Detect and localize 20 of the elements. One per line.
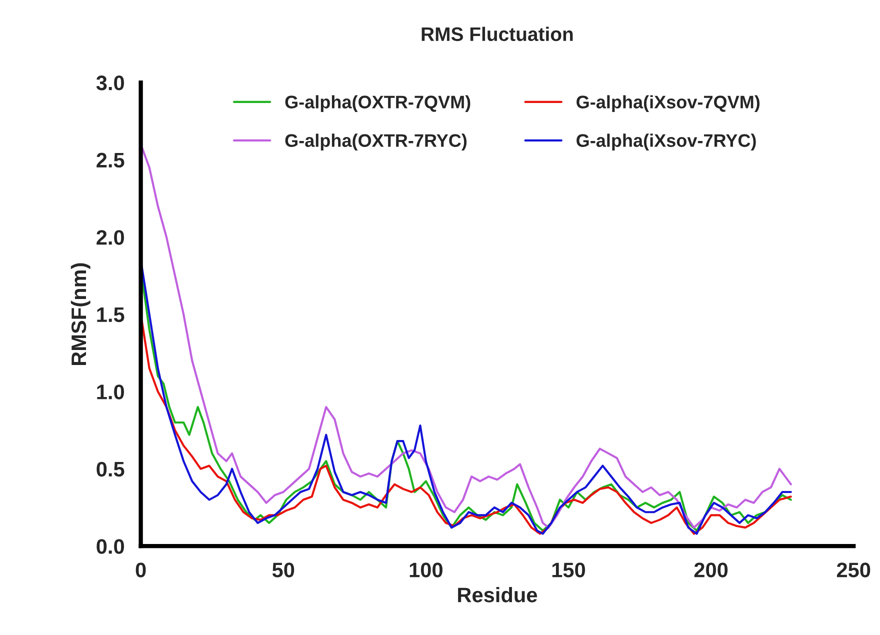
legend-label: G-alpha(OXTR-7RYC)	[285, 134, 467, 151]
x-tick-label: 150	[552, 562, 586, 578]
y-tick-label: 0.5	[96, 462, 124, 477]
x-axis-title: Residue	[458, 587, 538, 602]
chart-title: RMS Fluctuation	[422, 26, 573, 42]
y-axis-title: RMSF(nm)	[70, 263, 90, 366]
x-tick-label: 200	[694, 562, 728, 578]
x-tick-label: 100	[410, 562, 442, 578]
x-tick-label: 50	[272, 562, 294, 578]
y-tick-label: 2.0	[96, 230, 124, 245]
y-tick-label: 1.0	[97, 384, 124, 400]
legend-label: G-alpha(OXTR-7QVM)	[285, 95, 470, 112]
x-tick-label: 250	[836, 562, 870, 578]
y-tick-label: 2.5	[96, 152, 124, 168]
legend-label: G-alpha(iXsov-7QVM)	[576, 95, 760, 112]
y-tick-label: 1.5	[97, 308, 124, 322]
y-tick-label: 0.0	[96, 539, 124, 554]
x-tick-label: 0	[136, 562, 146, 578]
y-tick-label: 3.0	[96, 76, 124, 90]
legend-label: G-alpha(iXsov-7RYC)	[576, 134, 756, 151]
